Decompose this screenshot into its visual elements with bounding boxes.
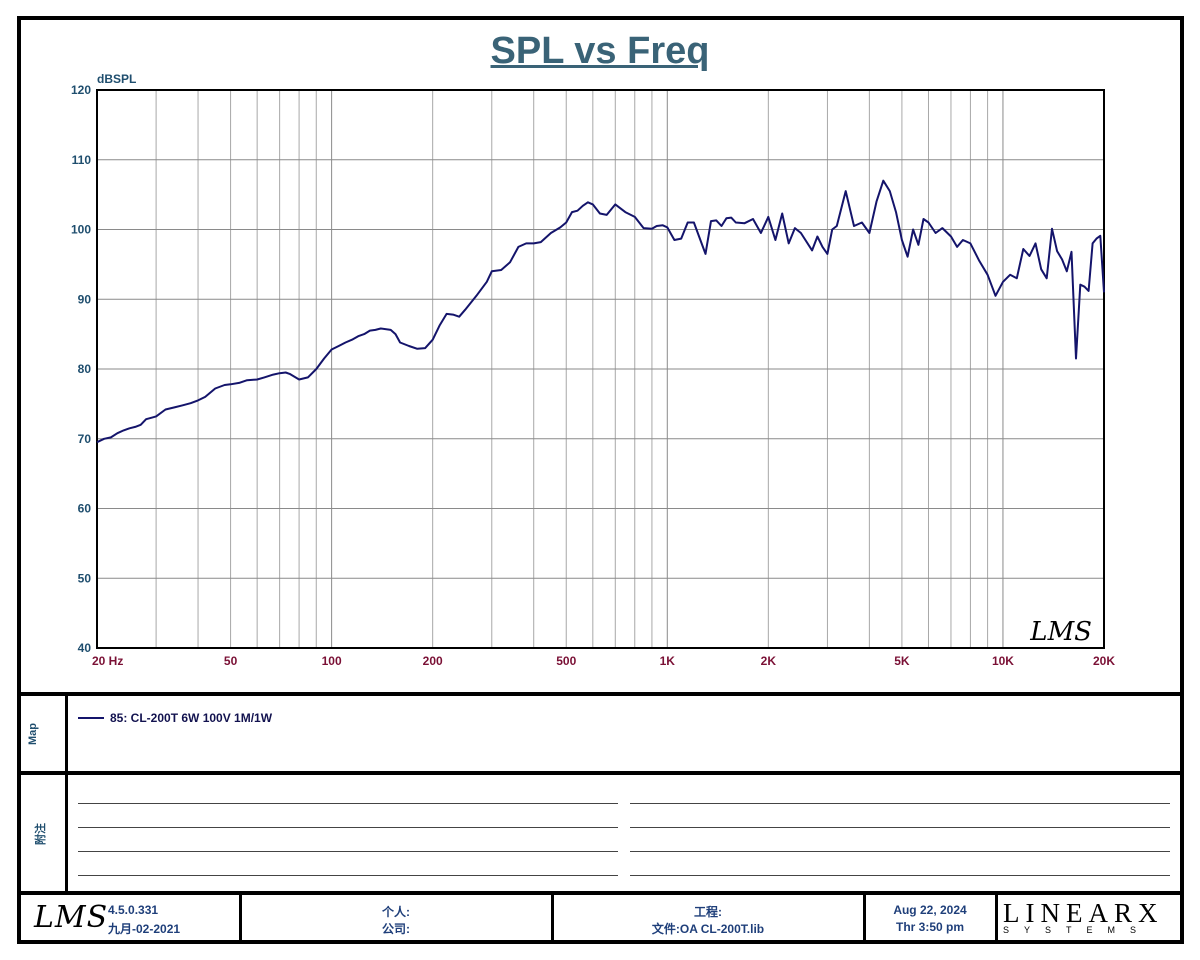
note-line bbox=[78, 851, 618, 852]
x-tick-label: 200 bbox=[423, 654, 443, 668]
time-text: Thr 3:50 pm bbox=[895, 920, 964, 934]
x-tick-label: 5K bbox=[894, 654, 910, 668]
x-tick-label: 1K bbox=[660, 654, 676, 668]
note-line bbox=[78, 803, 618, 804]
company-label: 公司: bbox=[382, 922, 410, 936]
plot-area bbox=[96, 89, 1105, 649]
linearx-logo: LINEARX SYSTEMS bbox=[1003, 898, 1173, 935]
footer-divider bbox=[863, 895, 866, 940]
map-label: Map bbox=[27, 723, 39, 745]
spl-curve bbox=[96, 179, 1105, 444]
y-tick-label: 70 bbox=[78, 432, 92, 446]
footer-divider bbox=[995, 895, 998, 940]
x-tick-label: 10K bbox=[992, 654, 1014, 668]
x-tick-label: 20 Hz bbox=[92, 654, 123, 668]
y-tick-label: 80 bbox=[78, 362, 92, 376]
note-line bbox=[630, 851, 1170, 852]
spl-chart: 40 50 60 70 80 90 100 110 120 dBSPL 20 Hz 50 100 200 5… bbox=[71, 72, 1115, 668]
divider-notes-footer bbox=[17, 891, 1184, 895]
notes-label: 附注 bbox=[35, 823, 47, 845]
x-tick-label: 50 bbox=[224, 654, 238, 668]
footer-divider bbox=[239, 895, 242, 940]
note-line bbox=[78, 875, 618, 876]
y-axis-label: dBSPL bbox=[97, 72, 136, 86]
date-text: Aug 22, 2024 bbox=[893, 903, 967, 917]
divider-chart-map bbox=[17, 692, 1184, 696]
note-line bbox=[78, 827, 618, 828]
y-tick-label: 50 bbox=[78, 571, 92, 585]
y-tick-label: 60 bbox=[78, 502, 92, 516]
note-line bbox=[630, 803, 1170, 804]
divider-map-notes bbox=[17, 771, 1184, 775]
y-tick-label: 100 bbox=[71, 223, 91, 237]
x-tick-label: 2K bbox=[761, 654, 777, 668]
note-line bbox=[630, 875, 1170, 876]
y-tick-label: 40 bbox=[78, 641, 92, 655]
legend-entry: 85: CL-200T 6W 100V 1M/1W bbox=[78, 711, 272, 725]
footer-divider bbox=[551, 895, 554, 940]
x-tick-label: 500 bbox=[556, 654, 576, 668]
x-tick-label: 20K bbox=[1093, 654, 1115, 668]
project-label: 工程: bbox=[694, 905, 722, 919]
file-label: 文件:OA CL-200T.lib bbox=[651, 922, 765, 936]
legend-text: 85: CL-200T 6W 100V 1M/1W bbox=[110, 711, 273, 725]
page-frame bbox=[17, 16, 1184, 944]
brand-bottom-text: SYSTEMS bbox=[1003, 925, 1152, 935]
chart-title: SPL vs Freq bbox=[490, 30, 710, 72]
build-date-text: 九月-02-2021 bbox=[108, 922, 181, 936]
note-line bbox=[630, 827, 1170, 828]
lms-logo: LMS bbox=[34, 900, 109, 935]
brand-top-text: LINEARX bbox=[1003, 898, 1164, 928]
label-column-divider bbox=[65, 694, 68, 893]
person-label: 个人: bbox=[382, 905, 410, 919]
y-tick-label: 110 bbox=[72, 153, 92, 167]
version-text: 4.5.0.331 bbox=[108, 903, 159, 917]
legend-swatch bbox=[78, 717, 104, 719]
lms-watermark: LMS bbox=[1029, 617, 1092, 647]
y-tick-label: 90 bbox=[78, 292, 92, 306]
y-tick-label: 120 bbox=[71, 83, 91, 97]
x-tick-label: 100 bbox=[322, 654, 342, 668]
